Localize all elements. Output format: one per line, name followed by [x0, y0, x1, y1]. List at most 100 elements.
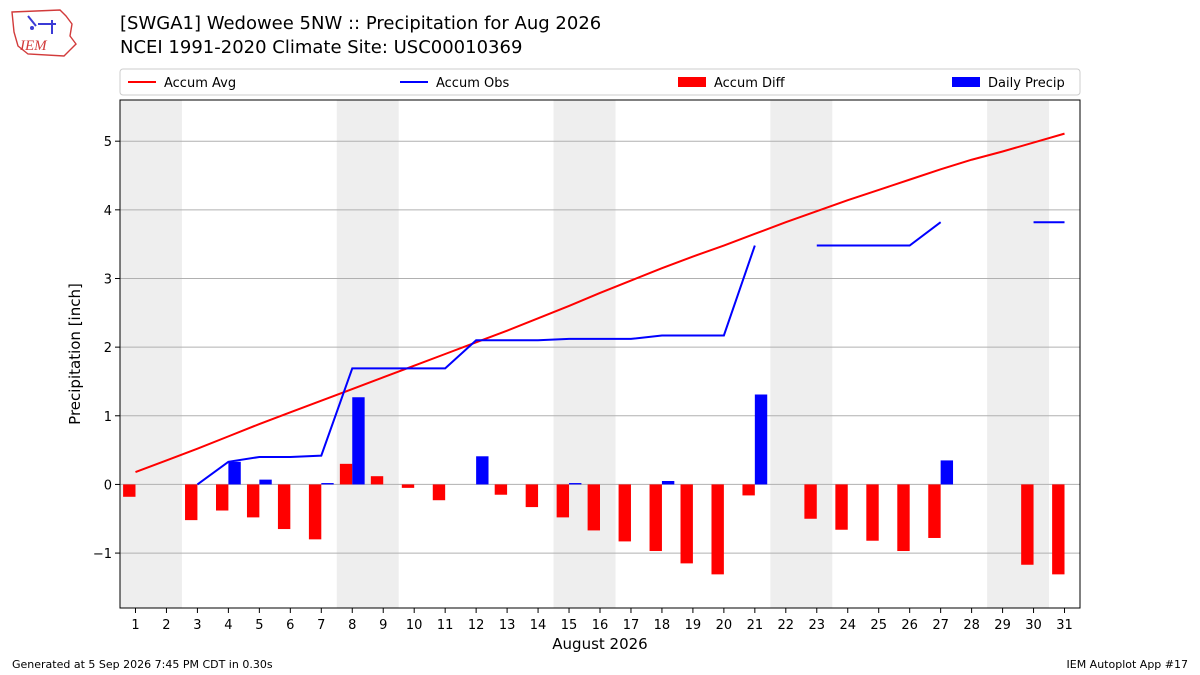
x-tick-label: 8: [348, 618, 356, 633]
accum-diff-bar: [1021, 484, 1034, 565]
weekend-band: [553, 100, 616, 608]
daily-precip-bar: [940, 460, 954, 485]
x-tick-label: 28: [963, 618, 980, 633]
x-axis: 1 2 3 4 5 6 7 8 9 10 11 12 13 14 15 16 17 18 19 20 21 22 23 24 2…: [131, 608, 1073, 633]
accum-diff-bar: [370, 476, 384, 485]
accum-diff-bar: [246, 484, 260, 518]
accum-diff-bar: [866, 484, 879, 541]
daily-precip-bar: [259, 479, 272, 485]
legend-swatch: [678, 77, 706, 87]
daily-precip-bar: [228, 461, 241, 485]
x-tick-label: 14: [530, 618, 547, 633]
x-tick-label: 22: [778, 618, 795, 633]
legend-label: Daily Precip: [988, 76, 1065, 91]
accum-diff-bar: [308, 484, 322, 540]
x-tick-label: 4: [224, 618, 232, 633]
x-tick-label: 7: [317, 618, 325, 633]
accum-diff-bar: [680, 484, 693, 564]
x-tick-label: 13: [499, 618, 516, 633]
iem-logo: IEM: [8, 6, 80, 58]
y-axis: −1 0 1 2 3 4 5: [93, 135, 120, 562]
accum-diff-bar: [494, 484, 508, 495]
x-tick-label: 24: [839, 618, 856, 633]
weekend-band: [987, 100, 1050, 608]
logo-text: IEM: [19, 38, 48, 54]
accum-diff-bar: [711, 484, 724, 575]
accum-diff-bar: [277, 484, 291, 530]
y-tick-label: 0: [104, 478, 112, 493]
x-tick-label: 17: [623, 618, 640, 633]
accum-diff-bar: [432, 484, 446, 501]
daily-precip-bar: [352, 397, 365, 485]
x-tick-label: 26: [901, 618, 918, 633]
x-tick-label: 3: [193, 618, 201, 633]
accum-diff-bar: [216, 484, 229, 511]
x-tick-label: 9: [379, 618, 387, 633]
x-tick-label: 6: [286, 618, 294, 633]
accum-obs-line: [196, 245, 756, 486]
x-tick-label: 1: [131, 618, 139, 633]
accum-diff-bar: [618, 484, 631, 542]
x-tick-label: 27: [932, 618, 949, 633]
x-tick-label: 23: [809, 618, 826, 633]
daily-precip-bar: [476, 456, 489, 485]
y-axis-label: Precipitation [inch]: [66, 283, 84, 425]
y-tick-label: 2: [104, 341, 112, 356]
chart-title: [SWGA1] Wedowee 5NW :: Precipitation for…: [120, 13, 602, 34]
accum-diff-bar: [1052, 484, 1065, 575]
x-tick-label: 20: [716, 618, 733, 633]
accum-diff-bar: [401, 484, 415, 488]
accum-diff-bar: [556, 484, 570, 518]
bars: [123, 394, 1065, 575]
x-tick-label: 18: [654, 618, 671, 633]
accum-diff-bar: [587, 484, 600, 531]
legend: Accum Avg Accum Obs Accum Diff Daily Precip: [119, 68, 1081, 96]
legend-label: Accum Diff: [714, 76, 786, 91]
x-tick-label: 2: [162, 618, 170, 633]
series-lines: [135, 132, 1065, 486]
y-tick-label: 4: [104, 204, 112, 219]
accum-diff-bar: [742, 484, 755, 496]
x-tick-label: 19: [685, 618, 702, 633]
x-tick-label: 29: [994, 618, 1011, 633]
daily-precip-bar: [321, 483, 334, 485]
accum-diff-bar: [525, 484, 539, 508]
accum-diff-bar: [123, 484, 136, 497]
weekend-band: [336, 100, 399, 608]
daily-precip-bar: [569, 483, 582, 485]
generated-timestamp: Generated at 5 Sep 2026 7:45 PM CDT in 0…: [12, 658, 273, 671]
accum-avg-line: [135, 132, 1065, 474]
weekend-band: [770, 100, 833, 608]
daily-precip-bar: [661, 481, 675, 485]
legend-swatch: [952, 77, 980, 87]
x-tick-label: 21: [747, 618, 764, 633]
daily-precip-bar: [754, 394, 768, 485]
x-tick-label: 16: [592, 618, 609, 633]
x-tick-label: 12: [468, 618, 485, 633]
accum-diff-bar: [185, 484, 198, 521]
accum-diff-bar: [897, 484, 910, 552]
accum-diff-bar: [835, 484, 848, 530]
weekend-bands: [120, 100, 1050, 608]
x-tick-label: 11: [437, 618, 454, 633]
chart-subtitle: NCEI 1991-2020 Climate Site: USC00010369: [120, 37, 523, 58]
x-tick-label: 31: [1056, 618, 1073, 633]
x-tick-label: 5: [255, 618, 263, 633]
legend-label: Accum Obs: [436, 76, 509, 91]
weekend-band: [120, 100, 182, 608]
y-tick-label: 1: [104, 410, 112, 425]
x-tick-label: 30: [1025, 618, 1042, 633]
legend-label: Accum Avg: [164, 76, 236, 91]
y-tick-label: 3: [104, 272, 112, 287]
y-tick-label: 5: [104, 135, 112, 150]
accum-diff-bar: [339, 463, 353, 485]
legend-frame: [119, 68, 1081, 96]
accum-diff-bar: [804, 484, 817, 519]
accum-obs-line: [816, 221, 942, 247]
x-tick-label: 25: [870, 618, 887, 633]
x-axis-label: August 2026: [552, 635, 647, 653]
x-tick-label: 15: [561, 618, 578, 633]
x-tick-label: 10: [406, 618, 423, 633]
y-tick-label: −1: [93, 547, 112, 562]
